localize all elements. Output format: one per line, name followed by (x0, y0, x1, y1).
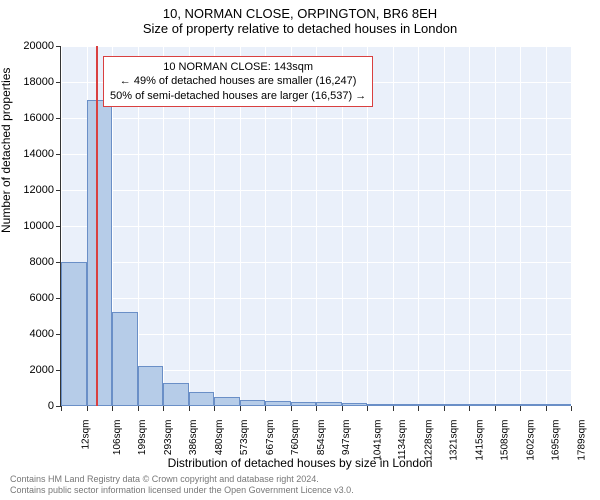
histogram-bar (316, 402, 342, 406)
histogram-bar (367, 404, 393, 406)
x-tick-mark (520, 406, 521, 411)
x-tick-mark (342, 406, 343, 411)
x-tick-mark (163, 406, 164, 411)
y-tick-label: 4000 (10, 328, 54, 340)
x-tick-mark (393, 406, 394, 411)
x-tick-label: 1508sqm (500, 420, 511, 461)
x-tick-mark (138, 406, 139, 411)
y-tick-label: 14000 (10, 148, 54, 160)
x-tick-label: 199sqm (137, 420, 148, 456)
histogram-bar (87, 100, 113, 406)
gridline-vertical (393, 46, 394, 406)
y-tick-label: 10000 (10, 220, 54, 232)
footer-line-1: Contains HM Land Registry data © Crown c… (10, 474, 354, 485)
histogram-bar (393, 404, 419, 406)
footer-attribution: Contains HM Land Registry data © Crown c… (10, 474, 354, 496)
x-tick-label: 106sqm (112, 420, 123, 456)
y-tick-label: 12000 (10, 184, 54, 196)
histogram-bar (444, 404, 470, 406)
x-tick-mark (87, 406, 88, 411)
chart-container: 10, NORMAN CLOSE, ORPINGTON, BR6 8EH Siz… (0, 0, 600, 500)
gridline-vertical (571, 46, 572, 406)
x-tick-mark (214, 406, 215, 411)
x-tick-mark (112, 406, 113, 411)
x-tick-label: 760sqm (290, 420, 301, 456)
callout-line2: ← 49% of detached houses are smaller (16… (110, 74, 366, 88)
x-tick-mark (444, 406, 445, 411)
x-tick-mark (265, 406, 266, 411)
histogram-bar (61, 262, 87, 406)
x-tick-label: 1602sqm (525, 420, 536, 461)
histogram-bar (163, 383, 189, 406)
x-tick-label: 293sqm (163, 420, 174, 456)
y-tick-label: 2000 (10, 364, 54, 376)
x-tick-label: 947sqm (341, 420, 352, 456)
y-tick-label: 18000 (10, 76, 54, 88)
gridline-vertical (418, 46, 419, 406)
x-tick-label: 1789sqm (576, 420, 587, 461)
histogram-bar (214, 397, 240, 406)
y-tick-label: 8000 (10, 256, 54, 268)
y-tick-label: 20000 (10, 40, 54, 52)
callout-line1: 10 NORMAN CLOSE: 143sqm (110, 60, 366, 74)
x-tick-label: 1321sqm (449, 420, 460, 461)
gridline-vertical (520, 46, 521, 406)
gridline-vertical (495, 46, 496, 406)
x-tick-mark (189, 406, 190, 411)
property-callout: 10 NORMAN CLOSE: 143sqm← 49% of detached… (103, 56, 373, 107)
x-tick-label: 1134sqm (397, 420, 408, 460)
x-tick-label: 12sqm (81, 420, 92, 450)
x-tick-label: 573sqm (239, 420, 250, 456)
x-tick-label: 386sqm (188, 420, 199, 456)
gridline-vertical (546, 46, 547, 406)
histogram-bar (189, 392, 215, 406)
gridline-vertical (444, 46, 445, 406)
x-tick-label: 667sqm (265, 420, 276, 456)
x-axis-label: Distribution of detached houses by size … (0, 456, 600, 470)
histogram-bar (240, 400, 266, 406)
x-tick-mark (240, 406, 241, 411)
x-tick-label: 480sqm (214, 420, 225, 456)
x-tick-mark (316, 406, 317, 411)
chart-title-main: 10, NORMAN CLOSE, ORPINGTON, BR6 8EH (0, 0, 600, 21)
histogram-bar (546, 404, 572, 406)
x-tick-mark (367, 406, 368, 411)
histogram-bar (138, 366, 164, 406)
plot-area: 10 NORMAN CLOSE: 143sqm← 49% of detached… (60, 46, 571, 407)
x-tick-mark (291, 406, 292, 411)
histogram-bar (342, 403, 368, 406)
x-tick-mark (61, 406, 62, 411)
x-tick-mark (469, 406, 470, 411)
chart-title-sub: Size of property relative to detached ho… (0, 21, 600, 40)
x-tick-mark (571, 406, 572, 411)
footer-line-2: Contains public sector information licen… (10, 485, 354, 496)
x-tick-label: 1041sqm (372, 420, 383, 461)
histogram-bar (418, 404, 444, 406)
x-tick-mark (418, 406, 419, 411)
x-tick-label: 1415sqm (474, 420, 485, 461)
x-tick-label: 1228sqm (423, 420, 434, 461)
x-tick-mark (546, 406, 547, 411)
histogram-bar (112, 312, 138, 406)
x-tick-label: 1695sqm (551, 420, 562, 461)
y-tick-label: 6000 (10, 292, 54, 304)
property-marker-line (96, 46, 98, 406)
y-tick-label: 16000 (10, 112, 54, 124)
histogram-bar (469, 404, 495, 406)
histogram-bar (495, 404, 521, 406)
histogram-bar (291, 402, 317, 407)
histogram-bar (520, 404, 546, 406)
x-tick-label: 854sqm (316, 420, 327, 456)
callout-line3: 50% of semi-detached houses are larger (… (110, 89, 366, 103)
histogram-bar (265, 401, 291, 406)
x-tick-mark (495, 406, 496, 411)
y-tick-label: 0 (10, 400, 54, 412)
gridline-vertical (469, 46, 470, 406)
